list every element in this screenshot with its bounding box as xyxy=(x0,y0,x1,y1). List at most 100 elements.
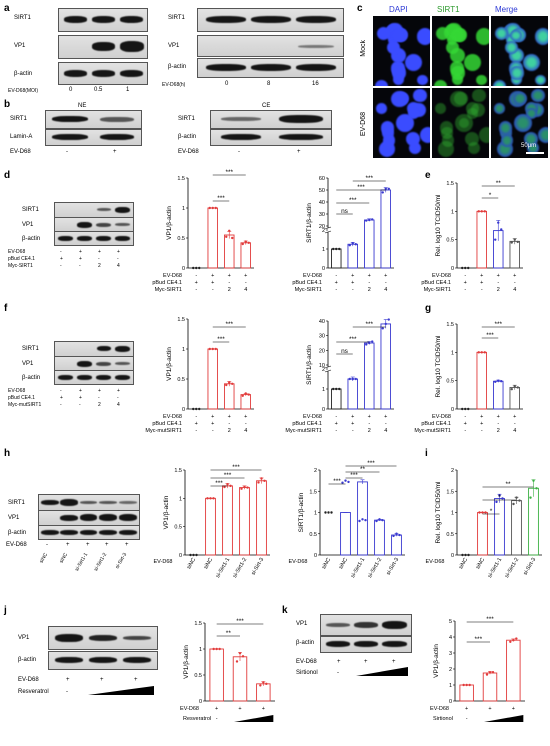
cell xyxy=(464,131,479,146)
row-sign: + xyxy=(195,280,198,286)
cell xyxy=(475,28,489,45)
y-tick-label: 1.5 xyxy=(446,181,454,187)
row-pbud: pBud CE4.1 xyxy=(8,395,35,401)
row-sign: + xyxy=(211,273,214,279)
data-point xyxy=(364,518,367,522)
y-axis-label: VP1/β-actin xyxy=(183,645,190,679)
row-label: EV-D68 xyxy=(180,706,199,712)
cell xyxy=(506,35,517,46)
data-point xyxy=(218,647,221,651)
chart-7: SIRT1/β-actin xyxy=(298,465,405,556)
sig-label: *** xyxy=(349,336,357,343)
cell xyxy=(463,54,481,72)
image-mock-dapi xyxy=(373,16,430,86)
bar xyxy=(477,512,488,556)
row-sign: - xyxy=(368,421,370,427)
dose-wedge xyxy=(356,667,408,676)
sign: + xyxy=(364,659,368,665)
chart-4: SIRT1/β-actin xyxy=(306,318,394,410)
cell xyxy=(386,40,401,55)
cell xyxy=(504,40,519,55)
bar xyxy=(207,348,218,410)
cell xyxy=(458,117,469,128)
data-point xyxy=(338,387,341,391)
data-point xyxy=(211,206,214,210)
data-point xyxy=(485,673,489,676)
sig-label: * xyxy=(489,192,492,199)
row-sign: + xyxy=(464,280,467,286)
lane-sign: 2 xyxy=(98,263,101,269)
data-point xyxy=(501,497,504,500)
blot-b-ce-bactin xyxy=(210,129,332,146)
marker-sirt1: SIRT1 xyxy=(22,207,39,213)
dose-wedge xyxy=(88,686,154,695)
row-sign: + xyxy=(513,414,516,420)
data-point xyxy=(231,236,234,240)
row-sign: - xyxy=(245,280,247,286)
data-point xyxy=(467,266,470,270)
row-resv: Resveratrol xyxy=(18,689,49,695)
row-sign: - xyxy=(464,414,466,420)
row-sign: - xyxy=(335,428,337,434)
lane-sign: - xyxy=(79,402,81,408)
cell xyxy=(454,114,473,132)
data-point xyxy=(465,683,468,687)
dose-wedge xyxy=(234,715,274,722)
y-axis-label: Rel. log10 TCID50/ml xyxy=(435,335,442,398)
row-label: EV-D68 xyxy=(154,559,173,565)
row-sign: + xyxy=(384,414,387,420)
row-label: EV-D68 xyxy=(163,273,182,279)
cell xyxy=(537,126,548,144)
y-tick-label: 1 xyxy=(182,347,185,353)
bar xyxy=(256,683,271,702)
bar xyxy=(347,243,358,269)
bar xyxy=(493,380,504,410)
data-point xyxy=(464,553,467,557)
row-mycmut: Myc-mutSIRT1 xyxy=(8,402,42,408)
data-point xyxy=(488,671,492,674)
data-point xyxy=(381,327,384,330)
sign: - xyxy=(46,542,48,548)
sign: + xyxy=(125,542,129,548)
bar xyxy=(476,210,487,269)
cell xyxy=(472,88,487,103)
row-sign: - xyxy=(195,287,197,293)
data-point xyxy=(341,481,344,484)
row-sign: + xyxy=(488,706,491,712)
panel-label-g: g xyxy=(425,303,432,314)
row-sign: + xyxy=(228,273,231,279)
y-tick-label: 0 xyxy=(451,266,454,272)
data-point xyxy=(480,210,483,213)
blot-a2-bactin xyxy=(197,58,344,78)
bar xyxy=(476,351,487,410)
row-sign: - xyxy=(228,421,230,427)
data-point xyxy=(392,534,395,538)
row-sign: 2 xyxy=(497,287,500,293)
sign: + xyxy=(100,677,104,683)
hour-16: 16 xyxy=(312,81,319,87)
data-point xyxy=(529,496,532,499)
data-point xyxy=(371,218,374,221)
cell xyxy=(535,74,547,86)
cell xyxy=(395,91,409,106)
row-label: pBud CE4.1 xyxy=(421,421,451,427)
sig-label: *** xyxy=(215,480,223,487)
sig-label: *** xyxy=(217,195,225,202)
moi-1: 1 xyxy=(126,87,130,93)
row-ev: EV-D68 xyxy=(296,659,317,665)
lane-label: si-Sirt1-2 xyxy=(504,557,520,579)
row-label: Sirtionol xyxy=(433,716,453,722)
lane-label: siNC xyxy=(458,557,469,570)
data-point xyxy=(516,386,519,389)
panel-label-a: a xyxy=(4,3,10,14)
data-point xyxy=(198,407,201,411)
data-point xyxy=(231,382,234,385)
data-point xyxy=(247,241,250,244)
row-label: pBud CE4.1 xyxy=(152,280,182,286)
chart-0: VP1/β-actin xyxy=(166,174,254,270)
marker-vp1: VP1 xyxy=(22,222,34,228)
data-point xyxy=(468,683,471,687)
cell xyxy=(377,27,391,41)
row-pbud: pBud CE4.1 xyxy=(8,256,35,262)
data-point xyxy=(235,660,239,663)
